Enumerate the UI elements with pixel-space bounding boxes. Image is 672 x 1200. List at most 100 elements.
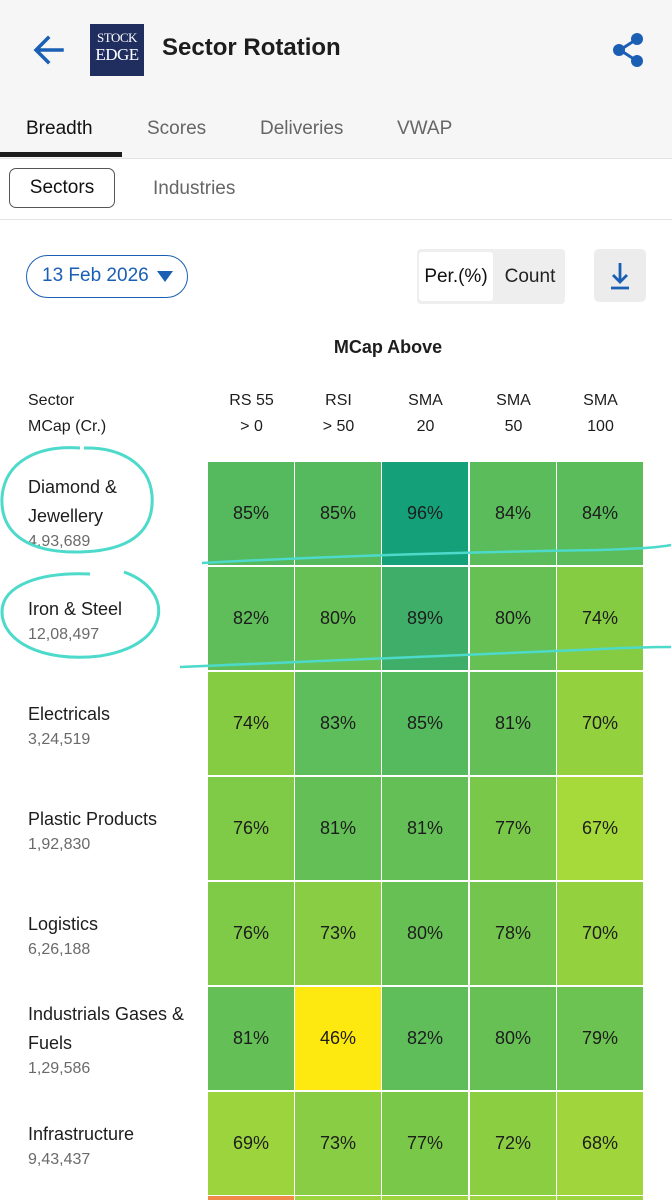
main-tabs: Breadth Scores Deliveries VWAP [0,100,672,159]
sector-name: Iron & Steel [28,599,123,619]
app-header: STOCK EDGE Sector Rotation [0,0,672,100]
sector-row-label[interactable]: Diamond & Jewellery 4,93,689 [28,473,206,553]
sector-row-label[interactable]: Electricals 3,24,519 [28,700,206,751]
sector-row-label[interactable]: Industrials Gases & Fuels 1,29,586 [28,1000,206,1080]
percent-option[interactable]: Per.(%) [419,252,493,301]
sector-mcap: 4,93,689 [28,533,91,550]
logo-line2: EDGE [95,45,139,64]
stockedge-logo: STOCK EDGE [90,24,144,76]
heatmap-cell[interactable]: 96% [382,462,468,565]
heatmap-cell[interactable]: 81% [208,987,294,1090]
heatmap-cell[interactable]: 77% [470,777,556,880]
sector-mcap: 9,43,437 [28,1151,91,1168]
heatmap-cell[interactable]: 74% [208,672,294,775]
sector-header-line2: MCap (Cr.) [28,418,107,435]
heatmap-cell[interactable]: 81% [382,777,468,880]
sector-name: Diamond & [28,477,118,497]
sector-mcap: 6,26,188 [28,941,91,958]
column-header: RSI > 50 [295,388,382,440]
heatmap-cell[interactable]: 82% [208,567,294,670]
sector-row-label[interactable]: Infrastructure 9,43,437 [28,1120,206,1171]
heatmap-cell[interactable]: 70% [557,882,643,985]
sector-header-line1: Sector [28,392,75,409]
column-header: SMA 20 [382,388,469,440]
tab-scores[interactable]: Scores [147,118,207,139]
heatmap-cell[interactable]: 68% [557,1092,643,1195]
sector-name: Electricals [28,704,111,724]
download-button[interactable] [594,249,646,302]
heatmap-cell[interactable]: 69% [208,1092,294,1195]
table-title: MCap Above [333,337,443,357]
heatmap-cell[interactable]: 67% [557,777,643,880]
tab-deliveries[interactable]: Deliveries [260,118,344,139]
heatmap-cell[interactable]: 76% [208,777,294,880]
heatmap-cell[interactable]: 74% [557,567,643,670]
heatmap-cell[interactable]: 84% [470,462,556,565]
percent-count-toggle: Per.(%) Count [417,249,565,304]
date-picker[interactable]: 13 Feb 2026 [26,255,188,298]
heatmap-cell[interactable]: 82% [382,987,468,1090]
heatmap-cell[interactable]: 78% [470,882,556,985]
next-row-cell-edge [470,1196,556,1200]
next-row-cell-edge [382,1196,468,1200]
heatmap-cell[interactable]: 85% [295,462,381,565]
heatmap-cell[interactable]: 76% [208,882,294,985]
sector-name: Infrastructure [28,1124,135,1144]
sector-row-label[interactable]: Logistics 6,26,188 [28,910,206,961]
heatmap-cell[interactable]: 79% [557,987,643,1090]
share-button[interactable] [608,30,650,70]
arrow-left-icon [33,35,64,65]
heatmap-cell[interactable]: 73% [295,1092,381,1195]
logo-line1: STOCK [97,30,137,45]
sector-mcap: 1,92,830 [28,836,91,853]
column-header-line2: > 0 [240,418,263,435]
heatmap-cell[interactable]: 80% [295,567,381,670]
sector-name: Plastic Products [28,809,158,829]
sector-name: Jewellery [28,506,104,526]
heatmap-cell[interactable]: 89% [382,567,468,670]
heatmap-cell[interactable]: 81% [295,777,381,880]
sector-row-label[interactable]: Plastic Products 1,92,830 [28,805,206,856]
date-value: 13 Feb 2026 [42,265,149,286]
heatmap-cell[interactable]: 73% [295,882,381,985]
industries-tab[interactable]: Industries [153,178,236,199]
next-row-cell-edge [208,1196,294,1200]
heatmap-cell[interactable]: 85% [382,672,468,775]
column-header-line1: SMA [496,392,531,409]
count-option[interactable]: Count [504,266,556,287]
heatmap-cell[interactable]: 80% [470,567,556,670]
heatmap-cell[interactable]: 70% [557,672,643,775]
column-header: SMA 100 [557,388,644,440]
share-icon [613,33,643,67]
sectors-tab[interactable]: Sectors [9,168,115,208]
column-header: RS 55 > 0 [208,388,295,440]
heatmap-cell[interactable]: 46% [295,987,381,1090]
sector-name: Fuels [28,1033,73,1053]
heatmap-cell[interactable]: 77% [382,1092,468,1195]
column-header-line2: 100 [587,418,614,435]
sector-row-label[interactable]: Iron & Steel 12,08,497 [28,595,206,646]
heatmap-cell[interactable]: 81% [470,672,556,775]
heatmap-cell[interactable]: 84% [557,462,643,565]
heatmap-cell[interactable]: 72% [470,1092,556,1195]
heatmap-cell[interactable]: 83% [295,672,381,775]
view-toggle: Sectors Industries [0,159,672,220]
next-row-cell-edge [295,1196,381,1200]
active-tab-indicator [0,152,122,157]
caret-down-icon [157,271,173,282]
column-header: SMA 50 [470,388,557,440]
heatmap-cell[interactable]: 80% [470,987,556,1090]
download-icon [611,263,629,290]
column-header-line2: > 50 [322,418,355,435]
sector-name: Industrials Gases & [28,1004,185,1024]
sector-mcap: 3,24,519 [28,731,91,748]
back-button[interactable] [28,30,70,70]
tab-breadth[interactable]: Breadth [26,118,93,139]
heatmap-cell[interactable]: 80% [382,882,468,985]
sector-mcap: 1,29,586 [28,1060,91,1077]
column-header-line1: SMA [583,392,618,409]
heatmap-cell[interactable]: 85% [208,462,294,565]
tab-vwap[interactable]: VWAP [397,118,453,139]
page-title: Sector Rotation [162,34,341,61]
column-header-line1: RSI [325,392,352,409]
